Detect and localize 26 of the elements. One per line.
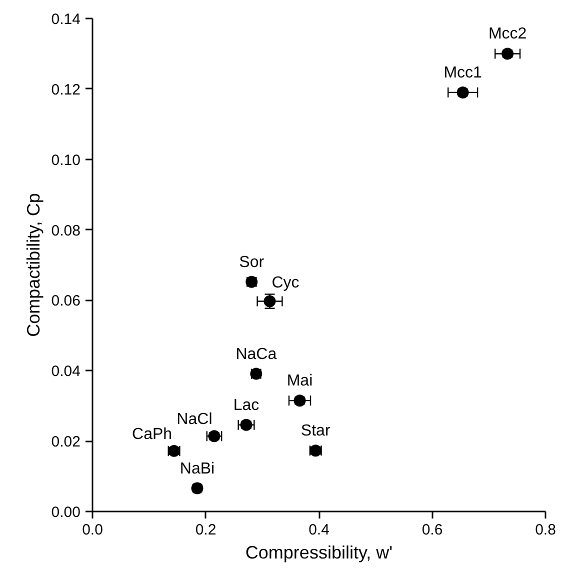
y-tick-label: 0.14 <box>51 11 81 28</box>
y-tick-label: 0.08 <box>51 222 81 240</box>
y-tick-label: 0.02 <box>51 434 81 451</box>
annotation: Mcc1 <box>444 64 482 82</box>
annotation: CaPh <box>132 426 172 443</box>
x-tick-label: 0.8 <box>535 522 556 538</box>
y-tick-label: 0.06 <box>51 292 81 310</box>
annotation: Sor <box>239 254 265 271</box>
x-tick-label: 0.0 <box>82 522 103 538</box>
annotation: NaCa <box>236 346 277 363</box>
y-tick-label: 0.10 <box>51 152 81 169</box>
annotation: NaBi <box>180 460 215 478</box>
annotation: Cyc <box>272 274 300 292</box>
x-axis-title: Compressibility, w' <box>245 542 393 562</box>
x-tick-label: 0.2 <box>195 522 216 538</box>
x-tick-label: 0.4 <box>308 522 330 538</box>
x-tick-label: 0.6 <box>422 522 443 538</box>
y-axis-title: Compactibility, Cp <box>23 193 44 337</box>
y-tick-label: 0.12 <box>51 81 81 98</box>
annotation: Lac <box>233 396 260 414</box>
annotation: Mai <box>286 372 313 390</box>
y-tick-label: 0.04 <box>51 363 81 380</box>
y-tick-label: 0.00 <box>51 504 81 521</box>
annotation: Star <box>300 422 331 440</box>
annotation: NaCl <box>176 411 212 428</box>
annotation: Mcc2 <box>488 26 527 43</box>
